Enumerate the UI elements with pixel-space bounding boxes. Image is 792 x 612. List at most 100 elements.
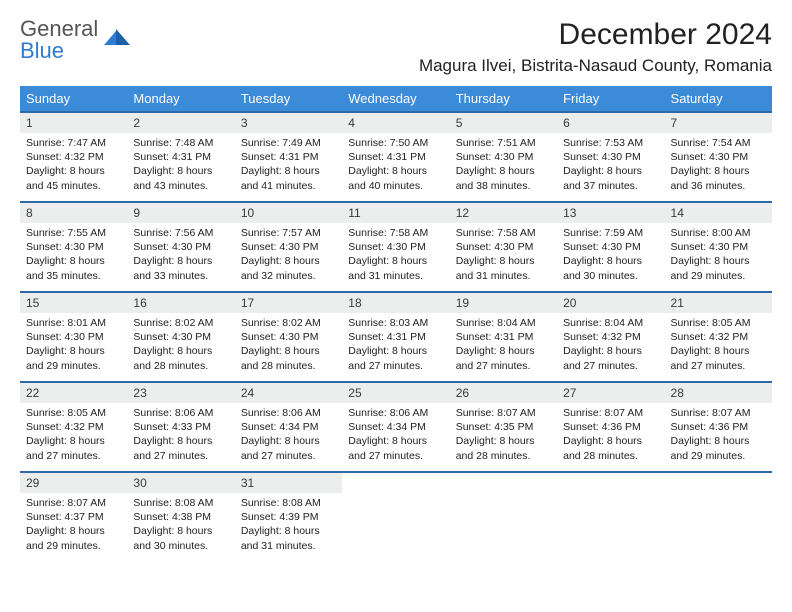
day-number: 14 — [665, 203, 772, 223]
day-cell-10: 10Sunrise: 7:57 AMSunset: 4:30 PMDayligh… — [235, 202, 342, 292]
day-cell-28: 28Sunrise: 8:07 AMSunset: 4:36 PMDayligh… — [665, 382, 772, 472]
day-number: 18 — [342, 293, 449, 313]
day-header-thursday: Thursday — [450, 86, 557, 112]
title-block: December 2024 Magura Ilvei, Bistrita-Nas… — [419, 18, 772, 76]
day-number: 20 — [557, 293, 664, 313]
day-cell-5: 5Sunrise: 7:51 AMSunset: 4:30 PMDaylight… — [450, 112, 557, 202]
day-number: 27 — [557, 383, 664, 403]
day-number: 12 — [450, 203, 557, 223]
day-details: Sunrise: 8:07 AMSunset: 4:35 PMDaylight:… — [450, 403, 557, 469]
calendar-row: 22Sunrise: 8:05 AMSunset: 4:32 PMDayligh… — [20, 382, 772, 472]
day-cell-21: 21Sunrise: 8:05 AMSunset: 4:32 PMDayligh… — [665, 292, 772, 382]
day-cell-24: 24Sunrise: 8:06 AMSunset: 4:34 PMDayligh… — [235, 382, 342, 472]
day-details: Sunrise: 7:56 AMSunset: 4:30 PMDaylight:… — [127, 223, 234, 289]
day-cell-16: 16Sunrise: 8:02 AMSunset: 4:30 PMDayligh… — [127, 292, 234, 382]
day-number: 9 — [127, 203, 234, 223]
logo-line1: General — [20, 18, 98, 40]
empty-cell — [342, 472, 449, 562]
day-details: Sunrise: 7:50 AMSunset: 4:31 PMDaylight:… — [342, 133, 449, 199]
day-number: 3 — [235, 113, 342, 133]
day-number: 8 — [20, 203, 127, 223]
day-details: Sunrise: 8:07 AMSunset: 4:36 PMDaylight:… — [557, 403, 664, 469]
day-cell-9: 9Sunrise: 7:56 AMSunset: 4:30 PMDaylight… — [127, 202, 234, 292]
empty-cell — [665, 472, 772, 562]
day-number: 1 — [20, 113, 127, 133]
day-cell-22: 22Sunrise: 8:05 AMSunset: 4:32 PMDayligh… — [20, 382, 127, 472]
empty-cell — [450, 472, 557, 562]
location: Magura Ilvei, Bistrita-Nasaud County, Ro… — [419, 56, 772, 76]
day-cell-12: 12Sunrise: 7:58 AMSunset: 4:30 PMDayligh… — [450, 202, 557, 292]
day-details: Sunrise: 8:06 AMSunset: 4:34 PMDaylight:… — [235, 403, 342, 469]
day-cell-3: 3Sunrise: 7:49 AMSunset: 4:31 PMDaylight… — [235, 112, 342, 202]
day-details: Sunrise: 7:49 AMSunset: 4:31 PMDaylight:… — [235, 133, 342, 199]
day-number: 28 — [665, 383, 772, 403]
day-number: 11 — [342, 203, 449, 223]
day-cell-13: 13Sunrise: 7:59 AMSunset: 4:30 PMDayligh… — [557, 202, 664, 292]
day-details: Sunrise: 7:55 AMSunset: 4:30 PMDaylight:… — [20, 223, 127, 289]
day-cell-29: 29Sunrise: 8:07 AMSunset: 4:37 PMDayligh… — [20, 472, 127, 562]
day-number: 25 — [342, 383, 449, 403]
logo-text-block: General Blue — [20, 18, 98, 62]
day-cell-18: 18Sunrise: 8:03 AMSunset: 4:31 PMDayligh… — [342, 292, 449, 382]
day-number: 29 — [20, 473, 127, 493]
day-cell-1: 1Sunrise: 7:47 AMSunset: 4:32 PMDaylight… — [20, 112, 127, 202]
empty-cell — [557, 472, 664, 562]
day-details: Sunrise: 8:03 AMSunset: 4:31 PMDaylight:… — [342, 313, 449, 379]
day-cell-20: 20Sunrise: 8:04 AMSunset: 4:32 PMDayligh… — [557, 292, 664, 382]
day-details: Sunrise: 8:04 AMSunset: 4:31 PMDaylight:… — [450, 313, 557, 379]
calendar-row: 29Sunrise: 8:07 AMSunset: 4:37 PMDayligh… — [20, 472, 772, 562]
day-header-monday: Monday — [127, 86, 234, 112]
day-details: Sunrise: 7:58 AMSunset: 4:30 PMDaylight:… — [342, 223, 449, 289]
triangle-icon — [102, 27, 132, 54]
day-details: Sunrise: 7:59 AMSunset: 4:30 PMDaylight:… — [557, 223, 664, 289]
day-cell-8: 8Sunrise: 7:55 AMSunset: 4:30 PMDaylight… — [20, 202, 127, 292]
day-details: Sunrise: 8:08 AMSunset: 4:39 PMDaylight:… — [235, 493, 342, 559]
day-cell-19: 19Sunrise: 8:04 AMSunset: 4:31 PMDayligh… — [450, 292, 557, 382]
day-details: Sunrise: 8:07 AMSunset: 4:37 PMDaylight:… — [20, 493, 127, 559]
day-cell-23: 23Sunrise: 8:06 AMSunset: 4:33 PMDayligh… — [127, 382, 234, 472]
day-cell-31: 31Sunrise: 8:08 AMSunset: 4:39 PMDayligh… — [235, 472, 342, 562]
day-cell-11: 11Sunrise: 7:58 AMSunset: 4:30 PMDayligh… — [342, 202, 449, 292]
day-details: Sunrise: 8:05 AMSunset: 4:32 PMDaylight:… — [20, 403, 127, 469]
calendar-row: 15Sunrise: 8:01 AMSunset: 4:30 PMDayligh… — [20, 292, 772, 382]
calendar-row: 1Sunrise: 7:47 AMSunset: 4:32 PMDaylight… — [20, 112, 772, 202]
day-cell-30: 30Sunrise: 8:08 AMSunset: 4:38 PMDayligh… — [127, 472, 234, 562]
day-number: 16 — [127, 293, 234, 313]
day-number: 21 — [665, 293, 772, 313]
day-header-sunday: Sunday — [20, 86, 127, 112]
day-cell-15: 15Sunrise: 8:01 AMSunset: 4:30 PMDayligh… — [20, 292, 127, 382]
day-details: Sunrise: 8:00 AMSunset: 4:30 PMDaylight:… — [665, 223, 772, 289]
day-number: 30 — [127, 473, 234, 493]
day-cell-17: 17Sunrise: 8:02 AMSunset: 4:30 PMDayligh… — [235, 292, 342, 382]
day-details: Sunrise: 8:08 AMSunset: 4:38 PMDaylight:… — [127, 493, 234, 559]
day-header-saturday: Saturday — [665, 86, 772, 112]
calendar-body: 1Sunrise: 7:47 AMSunset: 4:32 PMDaylight… — [20, 112, 772, 562]
day-number: 24 — [235, 383, 342, 403]
day-number: 5 — [450, 113, 557, 133]
day-details: Sunrise: 8:07 AMSunset: 4:36 PMDaylight:… — [665, 403, 772, 469]
day-number: 31 — [235, 473, 342, 493]
day-details: Sunrise: 8:02 AMSunset: 4:30 PMDaylight:… — [127, 313, 234, 379]
day-cell-14: 14Sunrise: 8:00 AMSunset: 4:30 PMDayligh… — [665, 202, 772, 292]
day-number: 6 — [557, 113, 664, 133]
day-number: 19 — [450, 293, 557, 313]
day-number: 7 — [665, 113, 772, 133]
day-cell-26: 26Sunrise: 8:07 AMSunset: 4:35 PMDayligh… — [450, 382, 557, 472]
calendar-table: SundayMondayTuesdayWednesdayThursdayFrid… — [20, 86, 772, 562]
day-details: Sunrise: 7:48 AMSunset: 4:31 PMDaylight:… — [127, 133, 234, 199]
day-cell-2: 2Sunrise: 7:48 AMSunset: 4:31 PMDaylight… — [127, 112, 234, 202]
day-number: 4 — [342, 113, 449, 133]
day-cell-27: 27Sunrise: 8:07 AMSunset: 4:36 PMDayligh… — [557, 382, 664, 472]
day-number: 22 — [20, 383, 127, 403]
day-cell-6: 6Sunrise: 7:53 AMSunset: 4:30 PMDaylight… — [557, 112, 664, 202]
day-details: Sunrise: 7:47 AMSunset: 4:32 PMDaylight:… — [20, 133, 127, 199]
day-header-friday: Friday — [557, 86, 664, 112]
logo-line2: Blue — [20, 40, 98, 62]
day-cell-25: 25Sunrise: 8:06 AMSunset: 4:34 PMDayligh… — [342, 382, 449, 472]
day-details: Sunrise: 8:02 AMSunset: 4:30 PMDaylight:… — [235, 313, 342, 379]
header: General Blue December 2024 Magura Ilvei,… — [20, 18, 772, 76]
day-details: Sunrise: 8:01 AMSunset: 4:30 PMDaylight:… — [20, 313, 127, 379]
day-cell-7: 7Sunrise: 7:54 AMSunset: 4:30 PMDaylight… — [665, 112, 772, 202]
day-number: 17 — [235, 293, 342, 313]
calendar-head: SundayMondayTuesdayWednesdayThursdayFrid… — [20, 86, 772, 112]
